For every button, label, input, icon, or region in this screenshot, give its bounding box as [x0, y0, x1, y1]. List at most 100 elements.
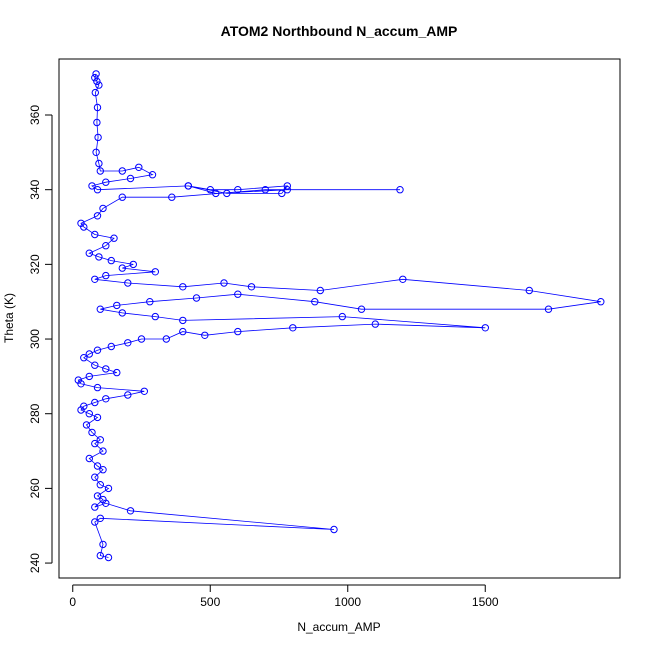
x-axis-label: N_accum_AMP: [297, 620, 380, 634]
data-point: [110, 234, 118, 242]
data-point: [80, 354, 88, 362]
data-point: [91, 74, 99, 82]
data-point: [95, 253, 103, 261]
data-point: [102, 499, 110, 507]
data-point: [113, 301, 121, 310]
data-point: [289, 324, 297, 332]
data-point: [85, 249, 94, 257]
data-point: [96, 481, 105, 489]
data-point: [93, 492, 102, 500]
y-tick-label: 360: [28, 105, 42, 125]
data-point: [93, 118, 101, 127]
data-point: [124, 279, 132, 287]
data-point: [88, 182, 96, 190]
data-point: [129, 260, 138, 269]
data-point: [283, 182, 291, 190]
data-point: [234, 327, 242, 336]
x-axis: 0 500 1000 1500: [69, 584, 499, 609]
series-layer: [74, 70, 605, 562]
data-point: [201, 331, 209, 339]
data-point: [525, 286, 533, 295]
data-point: [118, 264, 127, 272]
y-tick-label: 280: [28, 403, 42, 423]
data-point: [168, 193, 176, 201]
data-point: [96, 514, 105, 522]
data-point: [93, 77, 101, 86]
y-tick-label: 260: [28, 478, 42, 498]
data-point: [135, 163, 143, 172]
data-point: [93, 462, 102, 470]
data-point: [91, 230, 99, 239]
data-point: [140, 387, 149, 395]
data-point: [179, 316, 187, 325]
data-point: [399, 275, 407, 283]
y-tick-label: 240: [28, 553, 42, 573]
data-point: [113, 368, 121, 377]
y-tick-label: 340: [28, 179, 42, 199]
data-point: [330, 525, 338, 534]
data-point: [137, 335, 146, 343]
data-point: [92, 70, 100, 78]
data-point: [124, 339, 132, 347]
data-point: [234, 290, 242, 298]
data-point: [124, 391, 132, 399]
data-point: [88, 428, 96, 437]
data-point: [179, 283, 187, 291]
data-point: [162, 335, 171, 343]
data-point: [104, 484, 113, 493]
data-point: [151, 268, 160, 276]
data-point: [118, 309, 127, 317]
data-point: [212, 189, 220, 198]
data-point: [85, 372, 94, 381]
plot-frame: [58, 58, 621, 579]
data-point: [93, 186, 102, 194]
data-point: [93, 103, 102, 112]
data-point: [95, 81, 103, 89]
data-point: [247, 283, 256, 291]
data-point: [93, 383, 102, 392]
data-point: [94, 133, 102, 142]
data-point: [99, 204, 107, 213]
data-point: [85, 454, 94, 463]
data-point: [99, 540, 107, 549]
data-point: [96, 436, 105, 444]
data-point: [278, 189, 286, 198]
data-point: [151, 312, 160, 321]
data-point: [192, 294, 201, 302]
data-point: [396, 186, 404, 194]
y-tick-label: 300: [28, 329, 42, 349]
data-point: [357, 305, 366, 313]
data-point: [99, 466, 107, 474]
x-tick-label: 1500: [472, 595, 499, 609]
data-point: [118, 193, 127, 201]
data-point: [223, 189, 231, 198]
data-point: [597, 298, 605, 306]
data-point: [95, 159, 103, 168]
data-point: [206, 186, 215, 194]
data-point: [91, 439, 99, 448]
data-point: [234, 186, 242, 194]
data-point: [91, 398, 99, 407]
data-point: [102, 395, 110, 403]
y-tick-label: 320: [28, 254, 42, 274]
chart-title: ATOM2 Northbound N_accum_AMP: [221, 23, 458, 39]
data-point: [85, 410, 94, 418]
data-point: [102, 178, 110, 186]
data-point: [99, 447, 107, 455]
data-point: [93, 212, 102, 220]
data-point: [92, 148, 100, 157]
data-point: [91, 361, 99, 369]
y-axis-label: Theta (K): [2, 293, 16, 343]
data-point: [102, 271, 110, 280]
x-tick-label: 0: [69, 595, 76, 609]
data-point: [126, 507, 135, 515]
data-point: [544, 305, 553, 313]
data-point: [102, 365, 110, 373]
data-point: [80, 223, 88, 231]
data-point: [77, 380, 85, 388]
data-point: [283, 186, 291, 194]
data-point: [261, 186, 269, 194]
data-point: [184, 182, 193, 190]
data-point: [126, 174, 135, 183]
